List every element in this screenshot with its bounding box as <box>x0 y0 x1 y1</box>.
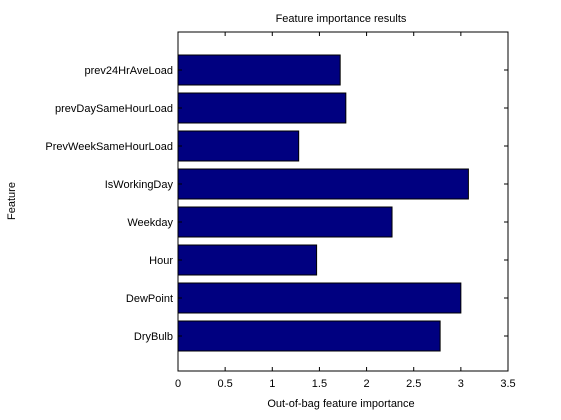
bar-1 <box>177 92 347 124</box>
bar-6 <box>177 282 462 314</box>
y-tick-label-5: Hour <box>149 255 173 267</box>
plot-area-box <box>177 31 509 372</box>
chart-title: Feature importance results <box>276 13 407 25</box>
bar-4 <box>177 206 393 238</box>
x-tick-label-0: 0 <box>175 378 181 390</box>
x-tick-label-3: 1.5 <box>312 378 327 390</box>
x-tick-label-1: 0.5 <box>217 378 232 390</box>
y-tick-label-3: IsWorkingDay <box>105 179 174 191</box>
y-axis-label: Feature <box>6 182 18 220</box>
bar-7 <box>177 320 441 352</box>
bars-group <box>177 54 469 352</box>
x-tick-label-2: 1 <box>269 378 275 390</box>
y-tick-label-6: DewPoint <box>126 293 173 305</box>
x-tick-labels: 0 0.5 1 1.5 2 2.5 3 3.5 <box>175 32 516 390</box>
y-tick-label-1: prevDaySameHourLoad <box>55 103 173 115</box>
x-tick-label-4: 2 <box>364 378 370 390</box>
y-tick-labels: prev24HrAveLoad prevDaySameHourLoad PrevWe… <box>45 65 508 343</box>
bar-0 <box>177 54 341 86</box>
y-tick-label-2: PrevWeekSameHourLoad <box>45 141 173 153</box>
x-tick-label-7: 3.5 <box>500 378 515 390</box>
bar-3 <box>177 168 469 200</box>
bar-5 <box>177 244 318 276</box>
y-tick-label-4: Weekday <box>127 217 173 229</box>
y-tick-label-0: prev24HrAveLoad <box>85 65 173 77</box>
y-tick-label-7: DryBulb <box>134 331 173 343</box>
x-tick-label-6: 3 <box>458 378 464 390</box>
bar-2 <box>177 130 300 162</box>
x-tick-label-5: 2.5 <box>406 378 421 390</box>
x-axis-label: Out-of-bag feature importance <box>267 398 414 410</box>
